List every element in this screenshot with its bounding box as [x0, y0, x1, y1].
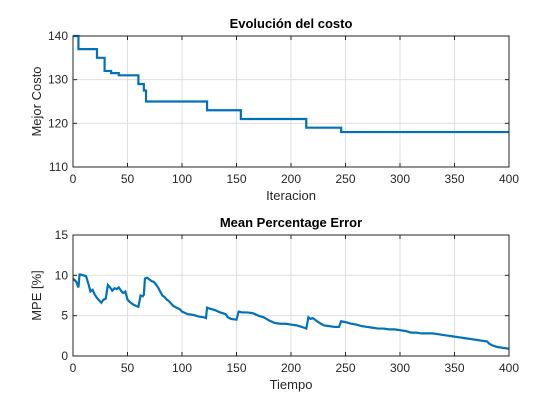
- chart-title: Evolución del costo: [230, 16, 353, 31]
- y-tick-label: 0: [61, 349, 68, 363]
- y-tick-label: 15: [55, 228, 69, 242]
- chart-title: Mean Percentage Error: [220, 215, 362, 230]
- x-tick-label: 300: [390, 172, 410, 186]
- y-tick-label: 120: [48, 116, 68, 130]
- x-tick-label: 350: [444, 172, 464, 186]
- x-tick-label: 350: [444, 361, 464, 375]
- x-tick-label: 250: [335, 172, 355, 186]
- y-tick-label: 140: [48, 29, 68, 43]
- series-line-0: [72, 273, 510, 350]
- x-tick-label: 400: [499, 172, 519, 186]
- x-tick-label: 150: [226, 361, 246, 375]
- y-axis-label: Mejor Costo: [29, 66, 44, 136]
- x-tick-label: 200: [281, 172, 301, 186]
- y-tick-label: 10: [55, 268, 69, 282]
- y-tick-label: 130: [48, 73, 68, 87]
- x-tick-label: 150: [226, 172, 246, 186]
- x-tick-label: 200: [281, 361, 301, 375]
- x-tick-label: 100: [172, 172, 192, 186]
- y-tick-label: 5: [61, 309, 68, 323]
- x-tick-label: 250: [335, 361, 355, 375]
- chart-cost-evolution: 0 50 100 150 200 250 300 350 400 110 120 130 140 Evol…: [29, 16, 519, 203]
- series-line-0: [73, 34, 509, 134]
- chart-mean-percentage-error: 0 50 100 150 200 250 300 350 400 0 5 10 15 Mean Perce…: [29, 215, 519, 392]
- x-tick-label: 0: [70, 172, 77, 186]
- x-axis-label: Iteracion: [266, 188, 316, 203]
- x-tick-label: 100: [172, 361, 192, 375]
- x-tick-label: 0: [70, 361, 77, 375]
- x-axis-label: Tiempo: [270, 377, 313, 392]
- x-tick-label: 50: [121, 172, 135, 186]
- x-tick-label: 300: [390, 361, 410, 375]
- y-axis-label: MPE [%]: [29, 270, 44, 321]
- x-tick-label: 50: [121, 361, 135, 375]
- x-tick-label: 400: [499, 361, 519, 375]
- y-tick-label: 110: [49, 160, 68, 174]
